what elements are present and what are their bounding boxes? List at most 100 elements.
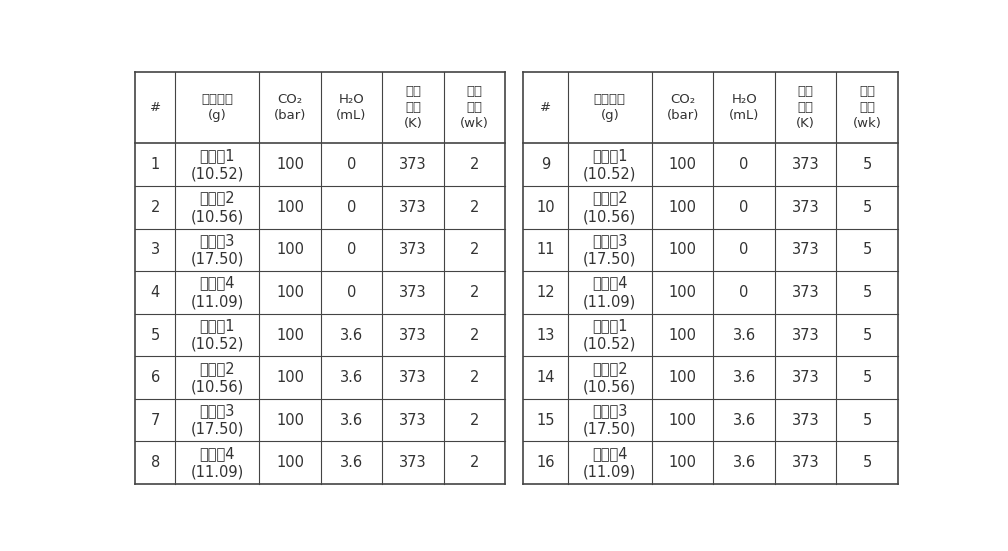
Text: 3.6: 3.6 [733, 370, 756, 385]
Text: 3.6: 3.6 [340, 327, 363, 343]
Text: 4: 4 [150, 285, 160, 300]
Text: 2: 2 [470, 285, 479, 300]
Text: 5: 5 [863, 370, 872, 385]
Text: 석회석1
(10.52): 석회석1 (10.52) [191, 318, 244, 352]
Text: 2: 2 [470, 242, 479, 257]
Text: 12: 12 [536, 285, 554, 300]
Text: 5: 5 [863, 327, 872, 343]
Text: H₂O
(mL): H₂O (mL) [729, 94, 759, 122]
Text: 11: 11 [536, 242, 554, 257]
Text: 100: 100 [276, 200, 304, 215]
Text: 2: 2 [470, 157, 479, 172]
Text: 석회석1
(10.52): 석회석1 (10.52) [191, 148, 244, 181]
Text: 5: 5 [863, 242, 872, 257]
Text: 100: 100 [276, 370, 304, 385]
Text: 석회석1
(10.52): 석회석1 (10.52) [583, 318, 636, 352]
Text: 3.6: 3.6 [733, 413, 756, 428]
Text: 373: 373 [399, 200, 426, 215]
Text: 3.6: 3.6 [733, 327, 756, 343]
Text: #: # [540, 101, 551, 115]
Text: 0: 0 [347, 242, 356, 257]
Text: 10: 10 [536, 200, 554, 215]
Text: 373: 373 [399, 157, 426, 172]
Text: CO₂
(bar): CO₂ (bar) [666, 94, 699, 122]
Text: 0: 0 [347, 157, 356, 172]
Text: 100: 100 [668, 200, 697, 215]
Text: 석회석4
(11.09): 석회석4 (11.09) [584, 276, 636, 309]
Text: 100: 100 [668, 285, 697, 300]
Text: 373: 373 [399, 242, 426, 257]
Text: 16: 16 [536, 455, 554, 470]
Text: CO₂
(bar): CO₂ (bar) [274, 94, 306, 122]
Text: 100: 100 [276, 157, 304, 172]
Text: 373: 373 [792, 455, 820, 470]
Text: 100: 100 [668, 157, 697, 172]
Text: 광물시료
(g): 광물시료 (g) [594, 94, 626, 122]
Text: 373: 373 [399, 413, 426, 428]
Text: 2: 2 [470, 200, 479, 215]
Text: 100: 100 [276, 242, 304, 257]
Text: 100: 100 [276, 327, 304, 343]
Bar [523, 73, 898, 484]
Text: 2: 2 [470, 327, 479, 343]
Text: 373: 373 [399, 327, 426, 343]
Text: 0: 0 [347, 285, 356, 300]
Text: H₂O
(mL): H₂O (mL) [337, 94, 367, 122]
Text: 석회석4
(11.09): 석회석4 (11.09) [191, 446, 244, 479]
Text: 373: 373 [792, 327, 820, 343]
Text: 석회석1
(10.52): 석회석1 (10.52) [583, 148, 636, 181]
Text: 373: 373 [399, 455, 426, 470]
Text: 반응
온도
(K): 반응 온도 (K) [403, 85, 422, 131]
Text: 석회석2
(10.56): 석회석2 (10.56) [191, 191, 244, 224]
Text: 석회석3
(17.50): 석회석3 (17.50) [191, 233, 244, 267]
Bar [135, 73, 505, 484]
Text: 0: 0 [740, 285, 749, 300]
Text: 14: 14 [536, 370, 554, 385]
Text: 100: 100 [276, 285, 304, 300]
Text: 석회석3
(17.50): 석회석3 (17.50) [191, 403, 244, 437]
Text: 100: 100 [668, 242, 697, 257]
Text: 반응
온도
(K): 반응 온도 (K) [796, 85, 815, 131]
Text: 반응
시간
(wk): 반응 시간 (wk) [853, 85, 882, 131]
Text: 3.6: 3.6 [340, 413, 363, 428]
Text: 100: 100 [276, 413, 304, 428]
Text: 석회석3
(17.50): 석회석3 (17.50) [583, 233, 636, 267]
Text: 100: 100 [276, 455, 304, 470]
Text: 3.6: 3.6 [340, 455, 363, 470]
Text: 15: 15 [536, 413, 554, 428]
Text: 2: 2 [470, 370, 479, 385]
Text: 1: 1 [150, 157, 160, 172]
Text: 석회석4
(11.09): 석회석4 (11.09) [584, 446, 636, 479]
Text: 5: 5 [863, 157, 872, 172]
Text: 석회석2
(10.56): 석회석2 (10.56) [584, 191, 636, 224]
Text: 5: 5 [150, 327, 160, 343]
Text: 석회석2
(10.56): 석회석2 (10.56) [584, 361, 636, 395]
Text: 100: 100 [668, 327, 697, 343]
Text: 0: 0 [347, 200, 356, 215]
Text: 100: 100 [668, 413, 697, 428]
Text: 5: 5 [863, 413, 872, 428]
Text: 2: 2 [150, 200, 160, 215]
Text: 373: 373 [399, 285, 426, 300]
Text: 5: 5 [863, 200, 872, 215]
Text: 373: 373 [792, 285, 820, 300]
Text: #: # [149, 101, 160, 115]
Text: 광물시료
(g): 광물시료 (g) [202, 94, 233, 122]
Text: 13: 13 [536, 327, 554, 343]
Text: 373: 373 [792, 370, 820, 385]
Text: 3: 3 [150, 242, 159, 257]
Text: 373: 373 [399, 370, 426, 385]
Text: 2: 2 [470, 455, 479, 470]
Text: 0: 0 [740, 157, 749, 172]
Text: 373: 373 [792, 242, 820, 257]
Text: 석회석2
(10.56): 석회석2 (10.56) [191, 361, 244, 395]
Text: 0: 0 [740, 242, 749, 257]
Text: 8: 8 [150, 455, 160, 470]
Text: 반응
시간
(wk): 반응 시간 (wk) [460, 85, 489, 131]
Text: 0: 0 [740, 200, 749, 215]
Text: 373: 373 [792, 413, 820, 428]
Text: 5: 5 [863, 455, 872, 470]
Text: 3.6: 3.6 [733, 455, 756, 470]
Text: 5: 5 [863, 285, 872, 300]
Text: 100: 100 [668, 370, 697, 385]
